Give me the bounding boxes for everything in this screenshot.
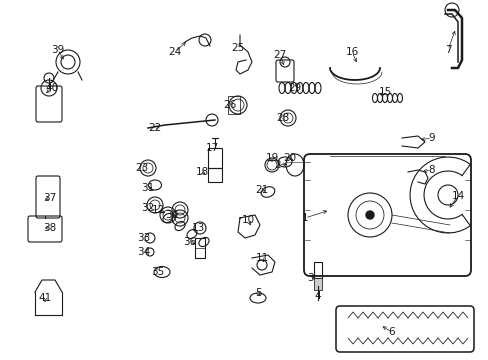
Text: 18: 18: [195, 167, 208, 177]
Text: 29: 29: [288, 83, 301, 93]
Text: 33: 33: [137, 233, 150, 243]
Text: 21: 21: [255, 185, 268, 195]
Bar: [227, 96, 240, 114]
Text: 2: 2: [274, 160, 281, 170]
Text: 26: 26: [223, 100, 236, 110]
Text: 23: 23: [135, 163, 148, 173]
Text: 24: 24: [168, 47, 181, 57]
Text: 10: 10: [241, 215, 254, 225]
Text: 39: 39: [51, 45, 64, 55]
Text: 14: 14: [450, 191, 464, 201]
Text: 34: 34: [137, 247, 150, 257]
Text: 7: 7: [444, 45, 450, 55]
Text: 12: 12: [151, 205, 164, 215]
Text: 16: 16: [345, 47, 358, 57]
Text: 4: 4: [314, 291, 321, 301]
Text: 30: 30: [165, 210, 178, 220]
Text: 13: 13: [191, 223, 204, 233]
Text: 36: 36: [183, 237, 196, 247]
Text: 8: 8: [428, 165, 434, 175]
Text: 11: 11: [255, 253, 268, 263]
Text: 41: 41: [38, 293, 52, 303]
Text: 28: 28: [276, 113, 289, 123]
Text: 3: 3: [306, 273, 313, 283]
Text: 6: 6: [388, 327, 394, 337]
Text: 19: 19: [265, 153, 278, 163]
Text: 38: 38: [43, 223, 57, 233]
Text: 40: 40: [45, 83, 59, 93]
Text: 32: 32: [141, 203, 154, 213]
Text: 17: 17: [205, 143, 218, 153]
Text: 37: 37: [43, 193, 57, 203]
Text: 31: 31: [141, 183, 154, 193]
Text: 1: 1: [301, 213, 307, 223]
Text: 22: 22: [148, 123, 162, 133]
Text: 5: 5: [254, 288, 261, 298]
Bar: [207, 148, 222, 168]
Text: 25: 25: [231, 43, 244, 53]
Bar: [207, 168, 222, 182]
Text: 27: 27: [273, 50, 286, 60]
Bar: [313, 278, 321, 290]
Text: 15: 15: [378, 87, 391, 97]
Text: 35: 35: [151, 267, 164, 277]
Text: 9: 9: [428, 133, 434, 143]
Text: 20: 20: [283, 153, 296, 163]
Bar: [313, 262, 321, 278]
Circle shape: [365, 211, 373, 219]
